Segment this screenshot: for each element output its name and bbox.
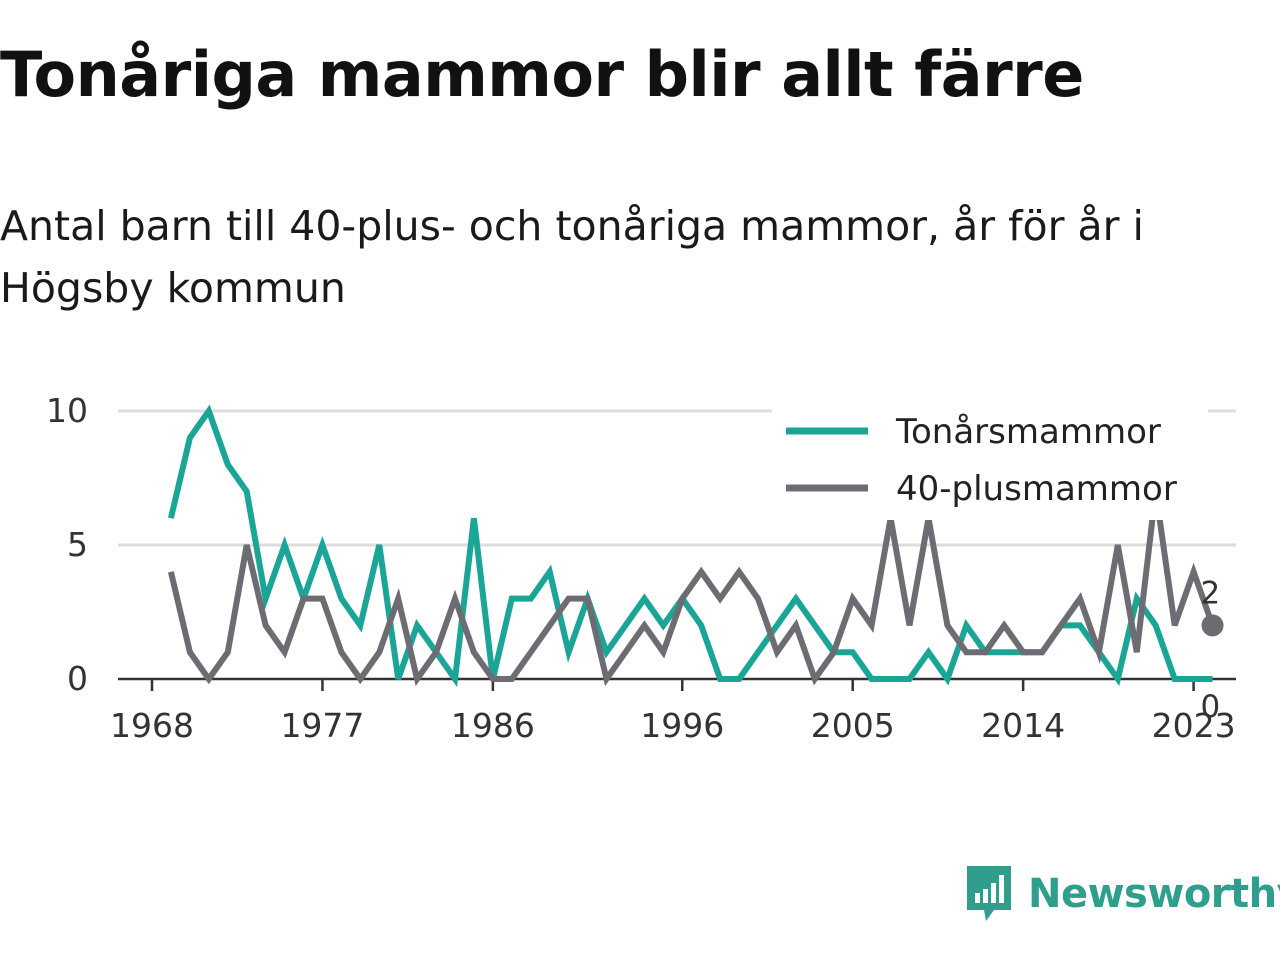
legend: Tonårsmammor 40-plusmammor xyxy=(772,408,1208,520)
legend-label: 40-plusmammor xyxy=(896,469,1177,509)
y-tick-label: 0 xyxy=(67,659,88,698)
logo-text: Newsworthy xyxy=(1028,871,1280,917)
x-tick-label: 2014 xyxy=(981,706,1065,745)
newsworthy-bar-chart-icon xyxy=(967,866,1011,921)
chart-title: Tonåriga mammor blir allt färre xyxy=(0,38,1084,111)
end-labels: 02 xyxy=(1201,575,1224,725)
y-tick-label: 5 xyxy=(67,525,88,564)
x-tick-label: 2023 xyxy=(1152,706,1236,745)
legend-background xyxy=(772,408,1208,520)
x-tick-label: 1977 xyxy=(280,706,364,745)
series-line-40-plusmammor xyxy=(167,490,1216,687)
x-tick-label: 1968 xyxy=(110,706,194,745)
series-end-label: 2 xyxy=(1201,575,1221,611)
series-lines xyxy=(167,404,1216,688)
series-end-label: 0 xyxy=(1201,689,1221,725)
y-tick-label: 10 xyxy=(46,391,88,430)
x-tick-label: 1986 xyxy=(451,706,535,745)
series-end-dot xyxy=(1201,614,1224,637)
x-tick-label: 2005 xyxy=(811,706,895,745)
newsworthy-logo: Newsworthy xyxy=(964,862,1280,926)
chart-subtitle: Antal barn till 40-plus- och tonåriga ma… xyxy=(0,202,1144,312)
x-tick-label: 1996 xyxy=(640,706,724,745)
axes: 0 5 10 1968 1977 1986 1996 2005 2014 2023 xyxy=(46,391,1236,745)
legend-label: Tonårsmammor xyxy=(895,412,1161,452)
